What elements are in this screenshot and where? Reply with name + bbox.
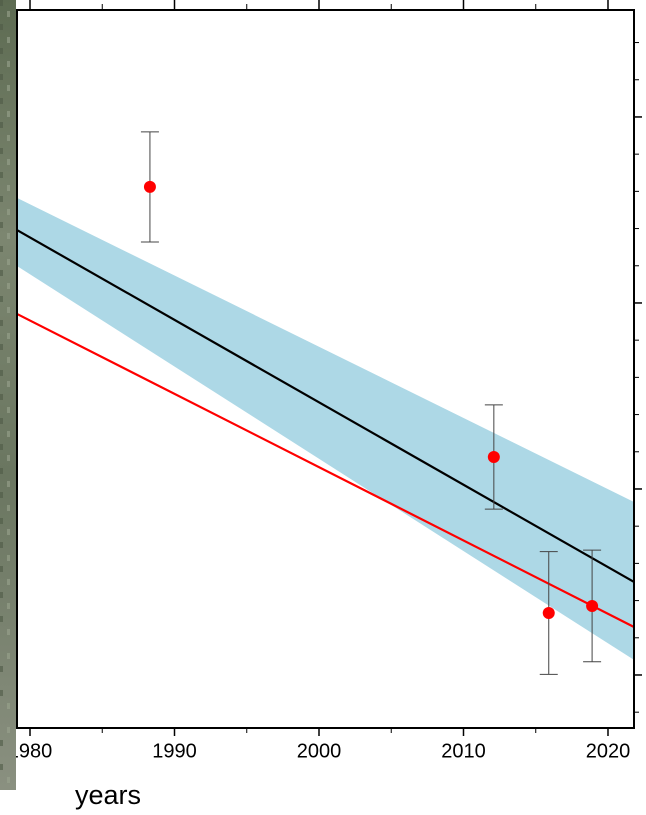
image-texture [7, 703, 10, 709]
data-point [543, 607, 555, 619]
image-texture [0, 320, 3, 326]
image-texture [7, 159, 10, 165]
image-texture [7, 357, 10, 363]
image-texture [0, 566, 3, 572]
data-point [586, 600, 598, 612]
image-texture [0, 270, 3, 276]
image-texture [7, 629, 10, 635]
page: {"chart_data": { "type": "scatter", "x_l… [0, 0, 646, 815]
image-texture [7, 61, 10, 67]
image-texture [0, 616, 3, 622]
image-texture [0, 666, 3, 672]
image-texture [0, 468, 3, 474]
x-tick-label: 2010 [441, 740, 486, 762]
image-texture [0, 172, 3, 178]
image-texture [7, 653, 10, 659]
confidence-band [17, 198, 634, 660]
image-texture [7, 185, 10, 191]
image-texture [0, 98, 3, 104]
image-texture [0, 518, 3, 524]
image-texture [7, 407, 10, 413]
image-texture [7, 11, 10, 17]
image-texture [7, 333, 10, 339]
image-texture [7, 233, 10, 239]
image-texture [0, 492, 3, 498]
image-texture [7, 579, 10, 585]
data-point [144, 181, 156, 193]
image-texture [0, 418, 3, 424]
image-texture [0, 740, 3, 746]
image-texture [0, 48, 3, 54]
image-texture [0, 444, 3, 450]
image-texture [0, 246, 3, 252]
image-texture [7, 455, 10, 461]
image-texture [0, 222, 3, 228]
x-tick-label: 2000 [297, 740, 342, 762]
image-texture [7, 381, 10, 387]
image-texture [7, 307, 10, 313]
image-texture [0, 344, 3, 350]
image-texture [7, 555, 10, 561]
trend-line [17, 230, 634, 582]
image-texture [0, 296, 3, 302]
image-texture [0, 0, 3, 6]
image-texture [0, 122, 3, 128]
image-texture [0, 592, 3, 598]
image-texture [7, 111, 10, 117]
image-texture [0, 764, 3, 770]
x-tick-label: 1990 [152, 740, 197, 762]
image-texture [0, 690, 3, 696]
image-texture [7, 259, 10, 265]
image-texture [0, 196, 3, 202]
image-texture [0, 394, 3, 400]
image-texture [0, 74, 3, 80]
image-texture [7, 283, 10, 289]
image-texture [7, 727, 10, 733]
chart: years 19801990200020102020 [0, 0, 646, 815]
data-point [488, 451, 500, 463]
image-texture [7, 603, 10, 609]
image-texture [7, 505, 10, 511]
image-texture [7, 481, 10, 487]
image-texture [7, 37, 10, 43]
image-texture [7, 209, 10, 215]
image-texture [7, 85, 10, 91]
x-tick-label: 2020 [586, 740, 631, 762]
image-texture [7, 431, 10, 437]
x-axis-title: years [75, 780, 141, 810]
image-texture [0, 24, 3, 30]
image-texture [0, 148, 3, 154]
image-texture [7, 529, 10, 535]
image-texture [7, 135, 10, 141]
image-texture [0, 370, 3, 376]
image-texture [7, 777, 10, 783]
image-texture [0, 542, 3, 548]
